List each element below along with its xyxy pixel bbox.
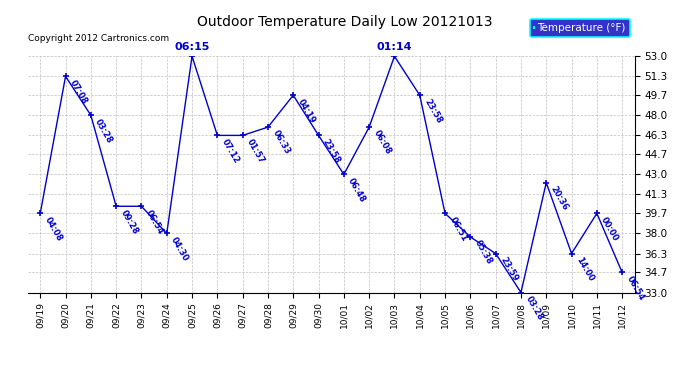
Text: 01:57: 01:57 [245, 137, 266, 165]
Text: 03:28: 03:28 [93, 117, 115, 144]
Text: 06:54: 06:54 [144, 208, 165, 236]
Text: 00:00: 00:00 [600, 215, 620, 243]
Text: 23:59: 23:59 [498, 255, 520, 283]
Text: Outdoor Temperature Daily Low 20121013: Outdoor Temperature Daily Low 20121013 [197, 15, 493, 29]
Text: 06:48: 06:48 [346, 176, 368, 204]
Text: 06:33: 06:33 [270, 129, 291, 156]
Text: 06:54: 06:54 [624, 274, 646, 302]
Text: 14:00: 14:00 [574, 255, 595, 283]
Text: 07:08: 07:08 [68, 78, 89, 105]
Text: 23:58: 23:58 [321, 137, 342, 165]
Text: 23:58: 23:58 [422, 97, 444, 124]
Text: 06:08: 06:08 [372, 129, 393, 156]
Text: 06:51: 06:51 [448, 215, 469, 243]
Text: 05:38: 05:38 [473, 239, 494, 266]
Text: 09:28: 09:28 [119, 208, 139, 236]
Text: Copyright 2012 Cartronics.com: Copyright 2012 Cartronics.com [28, 34, 169, 43]
Text: 04:30: 04:30 [169, 235, 190, 262]
Legend: Temperature (°F): Temperature (°F) [530, 19, 629, 37]
Text: 04:19: 04:19 [296, 97, 317, 124]
Text: 03:28: 03:28 [524, 294, 544, 322]
Text: 01:14: 01:14 [377, 42, 412, 51]
Text: 06:15: 06:15 [175, 42, 210, 51]
Text: 04:08: 04:08 [43, 215, 63, 243]
Text: 20:36: 20:36 [549, 184, 570, 212]
Text: 07:12: 07:12 [220, 137, 241, 165]
